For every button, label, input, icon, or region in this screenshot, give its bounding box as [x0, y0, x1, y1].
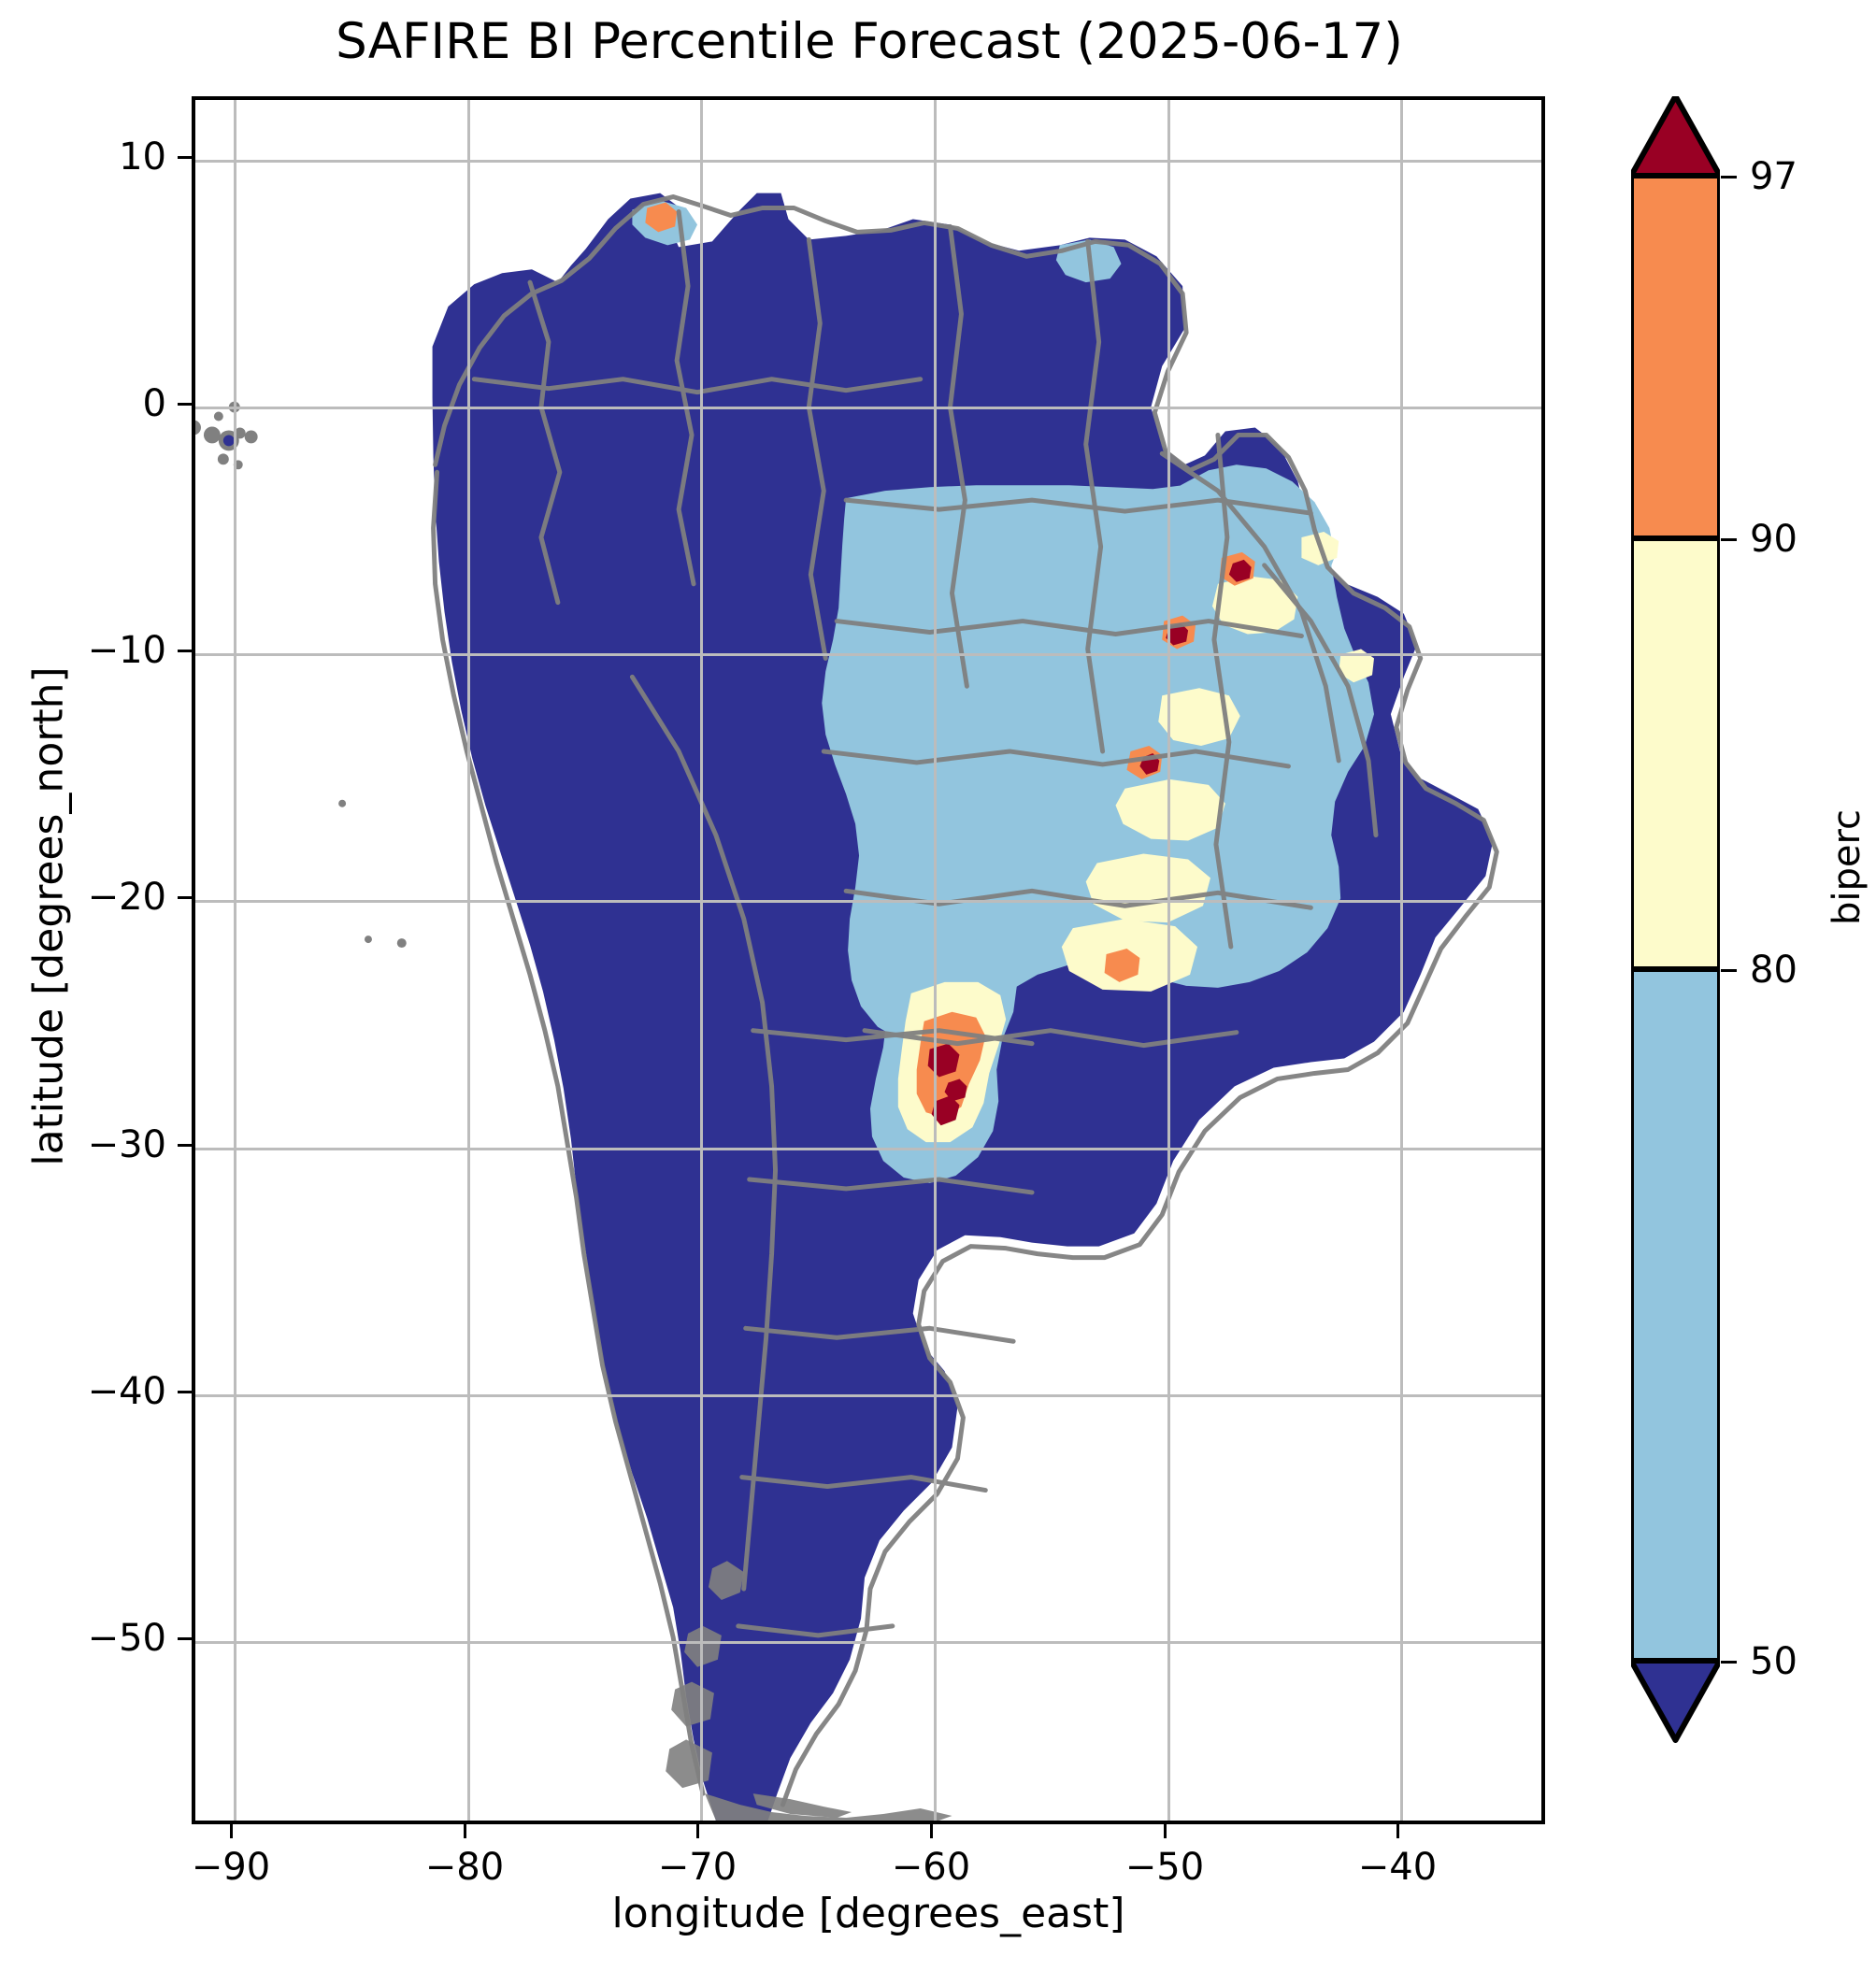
- gridline-y--50: [195, 1641, 1541, 1644]
- xtick-mark-2: [696, 1824, 699, 1838]
- xtick-label--60: −60: [891, 1846, 971, 1889]
- ytick-label--10: −10: [87, 629, 166, 672]
- colorbar-title: biperc: [1826, 808, 1869, 926]
- colorbar-tick-97: [1721, 176, 1737, 179]
- ytick-mark-4: [178, 1144, 192, 1147]
- colorbar[interactable]: [1631, 96, 1720, 1813]
- ytick-label--20: −20: [87, 876, 166, 919]
- ytick-mark-2: [178, 650, 192, 652]
- gridline-y--10: [195, 653, 1541, 656]
- xtick-mark-0: [230, 1824, 233, 1838]
- gridline-y-0: [195, 407, 1541, 409]
- xtick-mark-4: [1164, 1824, 1167, 1838]
- ytick-mark-0: [178, 156, 192, 159]
- map-plot-area[interactable]: [192, 96, 1545, 1824]
- galapagos-fill: [222, 435, 235, 447]
- gridline-y--20: [195, 900, 1541, 903]
- patagonia-coast: [666, 1561, 952, 1821]
- ytick-label--30: −30: [87, 1123, 166, 1166]
- colorbar-label-90: 90: [1750, 518, 1797, 561]
- map-raster: [195, 100, 1541, 1821]
- xtick-label--70: −70: [657, 1846, 738, 1889]
- ytick-mark-6: [178, 1637, 192, 1640]
- colorbar-tick-90: [1721, 538, 1737, 541]
- xtick-mark-1: [464, 1824, 466, 1838]
- gridline-y--30: [195, 1148, 1541, 1150]
- gridline-x--90: [234, 100, 236, 1821]
- xtick-label--90: −90: [191, 1846, 271, 1889]
- colorbar-tick-80: [1721, 969, 1737, 972]
- gridline-x--50: [1167, 100, 1170, 1821]
- ytick-label-10: 10: [119, 136, 166, 179]
- gridline-x--70: [700, 100, 703, 1821]
- colorbar-tick-50: [1721, 1661, 1737, 1664]
- xtick-mark-3: [930, 1824, 933, 1838]
- ytick-mark-3: [178, 896, 192, 899]
- xtick-label--80: −80: [424, 1846, 505, 1889]
- xtick-mark-5: [1396, 1824, 1399, 1838]
- colorbar-label-80: 80: [1750, 949, 1797, 992]
- ytick-label--40: −40: [87, 1370, 166, 1413]
- boundaries: [431, 194, 1499, 1807]
- ytick-mark-1: [178, 403, 192, 406]
- ytick-mark-5: [178, 1391, 192, 1393]
- xtick-label--40: −40: [1357, 1846, 1438, 1889]
- x-axis-label: longitude [degrees_east]: [611, 1890, 1125, 1937]
- gridline-x--60: [934, 100, 937, 1821]
- gridline-x--40: [1400, 100, 1403, 1821]
- ytick-label-0: 0: [142, 382, 166, 425]
- ytick-label--50: −50: [87, 1617, 166, 1660]
- colorbar-swatches: [1631, 96, 1720, 1743]
- gridline-y-10: [195, 160, 1541, 163]
- chart-title: SAFIRE BI Percentile Forecast (2025-06-1…: [336, 13, 1403, 70]
- colorbar-label-97: 97: [1750, 155, 1797, 198]
- gridline-x--80: [467, 100, 470, 1821]
- island-specks: [338, 799, 407, 949]
- gridline-y--40: [195, 1394, 1541, 1397]
- colorbar-label-50: 50: [1750, 1640, 1797, 1683]
- xtick-label--50: −50: [1124, 1846, 1205, 1889]
- y-axis-label: latitude [degrees_north]: [24, 666, 73, 1166]
